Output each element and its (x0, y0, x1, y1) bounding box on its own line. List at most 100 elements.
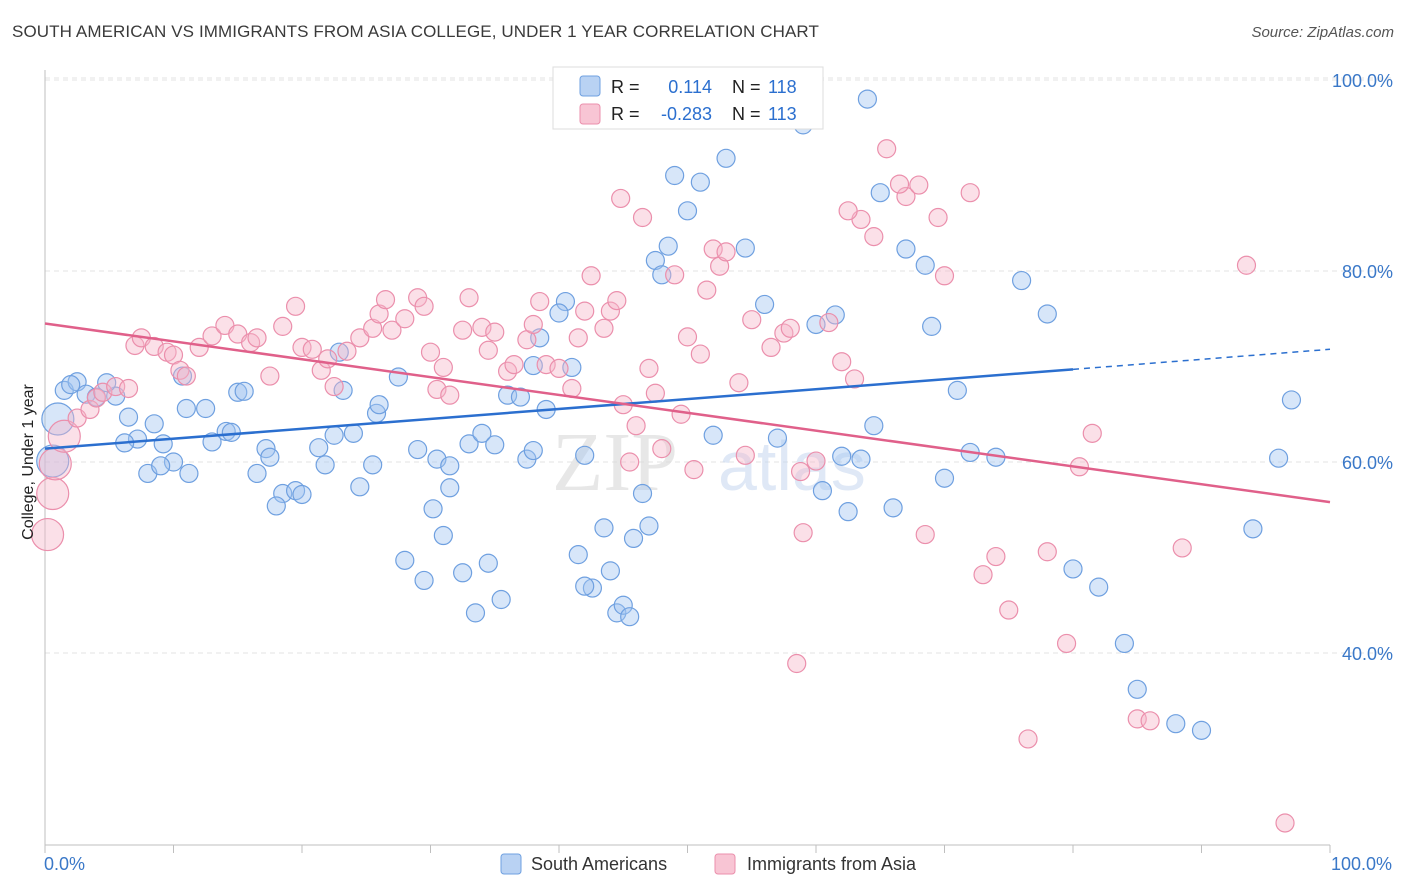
point (1236, 255, 1257, 275)
point (645, 250, 665, 271)
point (285, 296, 306, 316)
point (1127, 679, 1147, 699)
point (221, 422, 241, 442)
point (472, 423, 492, 443)
point (735, 238, 755, 258)
point (716, 148, 736, 168)
point (1281, 390, 1302, 410)
point (260, 447, 280, 467)
point (986, 546, 1006, 567)
point (324, 376, 344, 397)
point (324, 425, 344, 445)
point (754, 294, 775, 315)
point (632, 207, 653, 228)
point (453, 563, 473, 583)
point (883, 498, 903, 518)
point (620, 607, 640, 627)
point (459, 288, 479, 308)
point (382, 320, 402, 340)
point (1063, 559, 1083, 579)
point (440, 456, 460, 476)
point (453, 320, 473, 340)
point (896, 239, 916, 259)
point (710, 256, 730, 276)
point (623, 528, 644, 549)
point (787, 653, 807, 674)
point (568, 328, 588, 348)
point (163, 452, 184, 472)
point (877, 139, 897, 159)
point (1140, 711, 1160, 731)
point (838, 201, 858, 221)
point (176, 398, 196, 419)
point (395, 550, 415, 570)
point (555, 291, 576, 312)
point (549, 358, 569, 379)
point (1172, 538, 1192, 558)
point (677, 201, 698, 221)
point (440, 478, 460, 498)
point (1037, 304, 1057, 324)
point (153, 434, 173, 454)
point (790, 461, 811, 482)
point (228, 382, 248, 402)
point (433, 525, 453, 546)
legend-r-label-1: R = (611, 77, 640, 97)
point (594, 518, 614, 538)
point (934, 468, 955, 488)
point (459, 434, 479, 454)
trend-lines (44, 322, 1331, 504)
point (343, 423, 363, 443)
series-immigrants-from-asia (30, 139, 1295, 833)
point (176, 366, 196, 386)
point (742, 310, 762, 330)
point (889, 174, 910, 194)
point (420, 342, 441, 362)
point (523, 314, 543, 335)
point (575, 576, 595, 596)
point (607, 603, 627, 623)
legend-n-value-1: 118 (768, 77, 797, 97)
point (973, 565, 993, 585)
point (999, 600, 1019, 620)
point (857, 89, 878, 109)
point (329, 342, 349, 362)
legend-n-value-2: 113 (768, 104, 797, 124)
point (80, 399, 100, 420)
point (607, 291, 627, 311)
legend-swatch-blue (579, 75, 601, 97)
point (767, 428, 788, 448)
point (302, 339, 322, 359)
point (234, 381, 254, 401)
chart-title: SOUTH AMERICAN VS IMMIGRANTS FROM ASIA C… (12, 22, 819, 41)
point (395, 309, 415, 329)
point (632, 483, 653, 504)
point (1018, 729, 1038, 749)
point (581, 266, 601, 286)
point (1191, 720, 1212, 740)
point (684, 460, 704, 480)
point (408, 439, 428, 460)
point (118, 378, 139, 399)
point (369, 395, 389, 415)
point (639, 358, 659, 379)
point (568, 545, 588, 565)
source-label: Source: ZipAtlas.com (1251, 24, 1394, 41)
point (38, 447, 72, 481)
point (915, 524, 935, 545)
y-tick-label-100: 100.0% (1332, 71, 1393, 91)
point (934, 266, 955, 286)
point (851, 449, 871, 469)
point (793, 523, 813, 543)
point (61, 375, 81, 395)
point (639, 516, 659, 536)
point (960, 183, 980, 203)
y-tick-labels: 40.0% 60.0% 80.0% 100.0% (1332, 71, 1393, 664)
y-axis-label: College, Under 1 year (20, 384, 37, 540)
point (677, 327, 698, 347)
point (1089, 577, 1109, 597)
point (1056, 633, 1077, 654)
point (838, 502, 858, 522)
point (928, 207, 948, 228)
